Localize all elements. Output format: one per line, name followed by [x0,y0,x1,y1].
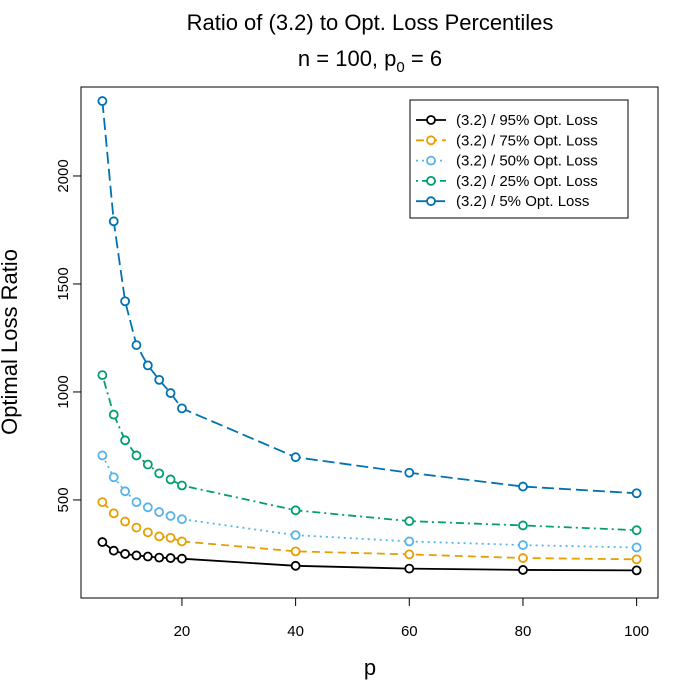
point [165,553,176,563]
x-tick-label: 60 [401,623,418,640]
legend-label: (3.2) / 25% Opt. Loss [456,173,598,190]
y-tick-label: 1000 [55,375,72,408]
point [165,388,176,398]
point [290,546,301,557]
point [177,480,187,491]
point [290,452,301,463]
x-tick-label: 80 [515,623,532,640]
legend-label: (3.2) / 75% Opt. Loss [456,132,598,149]
legend-label: (3.2) / 95% Opt. Loss [456,112,598,129]
point [97,370,108,381]
point [142,527,153,538]
point [120,296,131,307]
point [165,511,176,521]
point [518,553,528,563]
point [631,542,642,553]
legend-marker [426,115,436,125]
legend-box [409,99,629,219]
point [177,514,187,525]
y-tick-label: 500 [55,487,72,512]
point [142,360,153,371]
point [404,549,415,560]
legend-marker [426,135,436,146]
point [404,516,415,527]
point [97,450,108,461]
x-tick-label: 20 [174,623,191,640]
point [131,522,142,533]
point [120,516,131,527]
series-line [101,501,637,561]
y-axis-label: Optimal Loss Ratio [0,249,22,435]
point [154,552,165,563]
series-line [101,100,637,495]
point [165,532,176,543]
point [290,505,301,516]
point [631,525,642,536]
point [108,216,119,227]
point [154,468,165,479]
x-tick-label: 100 [624,623,649,640]
point [518,565,528,575]
point [131,340,142,350]
point [518,481,528,492]
legend-marker [426,196,436,207]
subtitle-sub: 0 [396,59,404,76]
point [142,459,153,470]
point [631,565,642,576]
point [120,435,131,446]
point [154,374,165,385]
point [177,536,187,547]
point [165,474,176,485]
legend-marker [426,155,436,166]
point [404,467,415,478]
x-axis-label: p [364,655,376,680]
point [290,560,301,571]
point [108,472,119,483]
legend-label: (3.2) / 50% Opt. Loss [456,153,598,170]
point [518,540,528,550]
series-line [101,455,637,549]
point [97,96,108,106]
chart-title: Ratio of (3.2) to Opt. Loss Percentiles [187,10,554,35]
point [131,497,142,508]
point [108,545,119,556]
y-tick-label: 1500 [55,267,72,300]
point [631,554,642,565]
point [97,537,108,547]
point [177,403,187,414]
point [154,507,165,517]
point [108,508,119,519]
point [131,450,142,461]
subtitle-rest: = 6 [405,46,442,71]
point [518,520,528,531]
point [131,550,142,561]
y-tick-label: 2000 [55,159,72,192]
subtitle-text: n = 100, p [298,46,396,71]
point [404,536,415,547]
series-line [101,374,637,532]
plot-frame [80,86,659,599]
point [631,488,642,499]
point [120,549,131,559]
point [290,530,301,541]
x-tick-label: 40 [287,623,304,640]
point [154,531,165,542]
point [404,563,415,574]
legend-marker [426,175,436,186]
point [120,486,131,497]
point [142,502,153,513]
point [142,551,153,562]
point [108,409,119,420]
legend-label: (3.2) / 5% Opt. Loss [456,193,589,210]
chart-subtitle: n = 100, p0 = 6 [298,46,442,76]
point [177,553,187,564]
point [97,497,108,508]
